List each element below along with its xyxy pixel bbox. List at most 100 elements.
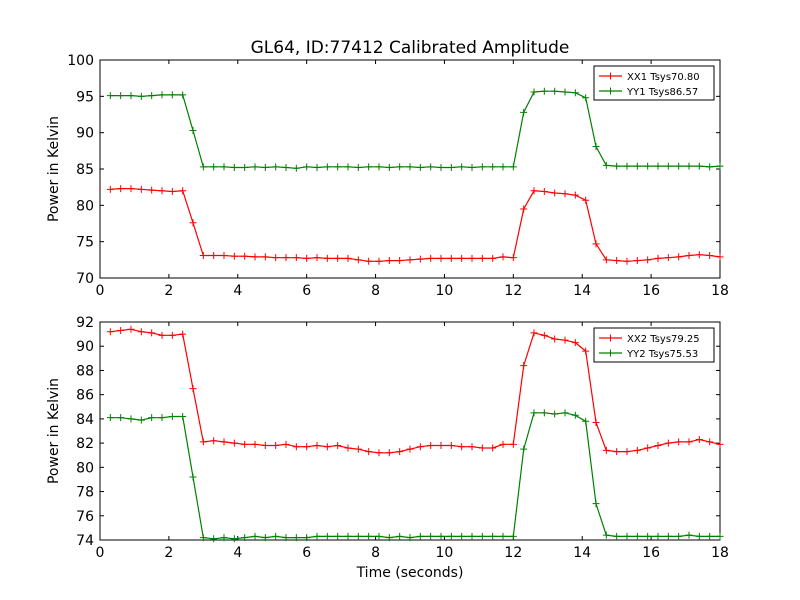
data-point: [230, 535, 238, 543]
x-axis-label: Time (seconds): [356, 565, 464, 581]
y-tick-label: 100: [67, 53, 94, 69]
data-point: [323, 254, 331, 262]
data-point: [272, 254, 280, 262]
data-point: [117, 92, 125, 100]
data-point: [365, 257, 373, 265]
y-axis-label: Power in Kelvin: [46, 378, 62, 484]
data-point: [468, 532, 476, 540]
data-point: [437, 164, 445, 172]
legend-marker: [607, 349, 614, 357]
data-point: [385, 449, 393, 457]
x-tick-label: 2: [164, 283, 173, 299]
data-point: [117, 326, 125, 334]
data-point: [664, 162, 672, 170]
data-point: [685, 438, 693, 446]
y-tick-label: 80: [76, 460, 94, 476]
data-point: [695, 435, 703, 443]
data-point: [230, 252, 238, 260]
data-point: [251, 253, 259, 261]
data-point: [571, 89, 579, 97]
data-point: [251, 532, 259, 540]
data-point: [344, 254, 352, 262]
data-point: [468, 443, 476, 451]
data-point: [633, 532, 641, 540]
data-point: [613, 532, 621, 540]
data-point: [695, 162, 703, 170]
data-point: [623, 162, 631, 170]
data-point: [716, 253, 724, 261]
data-point: [478, 532, 486, 540]
data-point: [664, 532, 672, 540]
data-point: [592, 240, 600, 248]
data-point: [675, 253, 683, 261]
data-point: [148, 92, 156, 100]
data-point: [354, 164, 362, 172]
data-point: [375, 449, 383, 457]
data-point: [644, 256, 652, 264]
data-point: [261, 164, 269, 172]
data-point: [168, 188, 176, 196]
y-tick-label: 90: [76, 339, 94, 355]
data-point: [520, 362, 528, 370]
data-point: [685, 251, 693, 259]
data-point: [385, 257, 393, 265]
data-point: [582, 94, 590, 102]
data-point: [427, 254, 435, 262]
data-point: [520, 445, 528, 453]
data-point: [168, 412, 176, 420]
data-point: [179, 330, 187, 338]
x-tick-label: 6: [302, 545, 311, 561]
data-point: [396, 532, 404, 540]
data-point: [664, 439, 672, 447]
data-point: [313, 532, 321, 540]
data-point: [354, 532, 362, 540]
data-point: [468, 164, 476, 172]
chart-title: GL64, ID:77412 Calibrated Amplitude: [251, 38, 570, 58]
data-point: [437, 442, 445, 450]
data-point: [468, 254, 476, 262]
x-tick-label: 10: [436, 545, 454, 561]
x-tick-label: 16: [642, 545, 660, 561]
data-point: [168, 91, 176, 99]
data-point: [551, 335, 559, 343]
data-point: [706, 438, 714, 446]
data-point: [137, 185, 145, 193]
data-point: [344, 532, 352, 540]
y-tick-label: 74: [76, 533, 94, 549]
legend: [593, 65, 715, 101]
data-point: [148, 329, 156, 337]
data-point: [602, 256, 610, 264]
data-point: [127, 415, 135, 423]
data-point: [540, 188, 548, 196]
x-tick-label: 4: [233, 283, 242, 299]
data-point: [447, 532, 455, 540]
data-point: [695, 251, 703, 259]
y-tick-label: 88: [76, 363, 94, 379]
data-point: [447, 442, 455, 450]
data-point: [582, 196, 590, 204]
data-point: [313, 164, 321, 172]
data-point: [137, 328, 145, 336]
data-point: [613, 162, 621, 170]
data-point: [323, 443, 331, 451]
data-point: [592, 142, 600, 150]
data-point: [210, 535, 218, 543]
data-point: [282, 254, 290, 262]
data-point: [489, 532, 497, 540]
data-point: [561, 88, 569, 96]
data-point: [220, 438, 228, 446]
data-point: [540, 331, 548, 339]
data-point: [251, 163, 259, 171]
data-point: [530, 88, 538, 96]
data-point: [654, 162, 662, 170]
data-point: [179, 412, 187, 420]
x-tick-label: 18: [711, 545, 729, 561]
data-point: [633, 446, 641, 454]
y-tick-label: 75: [76, 235, 94, 251]
data-point: [509, 254, 517, 262]
data-point: [189, 126, 197, 134]
legend-label: XX2 Tsys79.25: [627, 334, 700, 345]
data-point: [427, 532, 435, 540]
data-point: [261, 534, 269, 542]
data-point: [220, 163, 228, 171]
